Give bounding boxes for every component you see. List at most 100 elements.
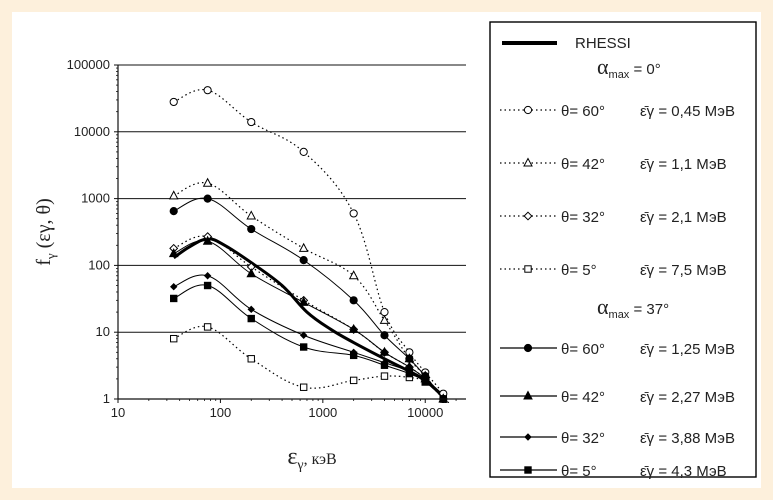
series-1-point-4 <box>349 209 358 218</box>
legend-theta-5: θ= 60° <box>561 341 605 358</box>
series-2-point-1 <box>202 177 213 187</box>
x-axis-label-unit: , кэВ <box>304 451 337 468</box>
series-8-point-6 <box>405 369 414 378</box>
series-5 <box>169 194 448 403</box>
series-8-point-5 <box>380 361 389 369</box>
figure-panel: 1 10 100 1000 10000 100000 10 100 1000 10000 εγ, к… <box>12 12 761 488</box>
legend-marker-6 <box>523 390 533 400</box>
legend-eps-5: ε̄γ = 1,25 МэВ <box>640 341 735 358</box>
y-tick-label-1: 1 <box>103 391 110 406</box>
series-4-point-1 <box>203 323 212 331</box>
legend-eps-3: ε̄γ = 2,1 МэВ <box>640 209 727 226</box>
x-axis-label-symbol: ε <box>287 444 297 470</box>
legend-theta-2: θ= 42° <box>561 156 605 173</box>
series-1-point-0 <box>169 97 178 107</box>
series-1-point-1 <box>203 86 212 95</box>
y-tick-label-100: 100 <box>88 257 110 272</box>
y-tick-label-100000: 100000 <box>67 57 110 72</box>
y-axis-label-f: f <box>33 259 55 266</box>
series-6-point-0 <box>168 248 179 258</box>
series-2-point-2 <box>246 210 257 220</box>
series-5-point-6 <box>405 354 414 363</box>
legend-eps-7: ε̄γ = 3,88 МэВ <box>640 430 735 447</box>
series-5-point-3 <box>299 256 308 265</box>
series-6-point-2 <box>246 268 257 278</box>
plot-area <box>118 64 466 418</box>
series-7 <box>170 272 454 417</box>
series-4-point-9 <box>448 411 454 417</box>
series-4-point-4 <box>349 376 358 385</box>
y-tick-label-10000: 10000 <box>74 124 110 139</box>
legend-theta-3: θ= 32° <box>561 209 605 226</box>
legend-marker-8 <box>524 466 532 474</box>
legend-group-37deg-symbol: α <box>597 294 609 319</box>
y-axis-label-subscript: γ <box>43 253 58 260</box>
series-7-point-0 <box>170 282 178 291</box>
legend-box <box>489 21 757 478</box>
series-4-point-2 <box>247 355 255 363</box>
series-line-7 <box>173 274 447 403</box>
series-3-point-9 <box>448 410 456 418</box>
series-line-1 <box>173 88 450 403</box>
series-8-point-9 <box>448 411 454 417</box>
series-1-point-2 <box>247 117 256 127</box>
series-4-point-5 <box>380 372 389 380</box>
series-line-0 <box>172 237 445 398</box>
series-1 <box>169 86 455 413</box>
series-6 <box>168 235 455 417</box>
series-1-point-9 <box>448 406 455 413</box>
legend-marker-4 <box>524 265 532 273</box>
series-2-point-4 <box>348 270 359 280</box>
legend-eps-4: ε̄γ = 7,5 МэВ <box>640 262 727 279</box>
legend-group-0deg-subscript: max <box>609 69 630 81</box>
x-tick-label-10: 10 <box>111 405 125 420</box>
series-4-point-0 <box>170 334 178 343</box>
series-6-point-3 <box>298 296 309 306</box>
legend-group-0deg-symbol: α <box>597 54 609 79</box>
legend-eps-1: ε̄γ = 0,45 МэВ <box>640 103 735 120</box>
series-4-point-3 <box>299 383 308 391</box>
x-tick-label-1000: 1000 <box>308 405 337 420</box>
series-8-point-7 <box>421 378 429 386</box>
series-5-point-0 <box>169 206 178 216</box>
y-axis-label-args: (εγ, θ) <box>33 198 55 253</box>
legend-marker-5 <box>523 343 533 353</box>
series-7-point-9 <box>448 411 454 417</box>
legend-theta-4: θ= 5° <box>561 262 597 279</box>
series-6-point-9 <box>447 409 455 417</box>
series-7-point-1 <box>203 272 212 280</box>
x-tick-label-10000: 10000 <box>407 405 443 420</box>
legend-group-37deg-subscript: max <box>609 309 630 321</box>
legend-group-37deg-value: = 37° <box>629 301 669 318</box>
series-2-point-3 <box>298 242 309 252</box>
series-5-point-5 <box>380 331 389 340</box>
series-1-point-5 <box>380 307 389 317</box>
legend-marker-3 <box>523 211 533 221</box>
series-8 <box>170 281 454 417</box>
legend-eps-6: ε̄γ = 2,27 МэВ <box>640 389 735 406</box>
series-8-point-3 <box>299 343 308 351</box>
legend-theta-8: θ= 5° <box>561 463 597 480</box>
series-8-point-0 <box>170 294 178 303</box>
series-5-point-1 <box>203 194 212 203</box>
series-line-3 <box>173 235 447 403</box>
legend-group-0deg: αmax = 0° <box>597 54 661 81</box>
legend-eps-2: ε̄γ = 1,1 МэВ <box>640 156 727 173</box>
series-6-point-5 <box>379 346 390 356</box>
series-8-point-1 <box>203 281 212 290</box>
series-0 <box>172 237 445 398</box>
x-axis-label-subscript: γ <box>296 458 303 473</box>
series-7-point-3 <box>299 331 308 339</box>
series-line-8 <box>173 284 447 403</box>
x-axis-label: εγ, кэВ <box>287 444 336 473</box>
legend-rhessi-label: RHESSI <box>575 35 631 52</box>
x-tick-label-100: 100 <box>210 405 232 420</box>
legend-group-0deg-value: = 0° <box>629 61 660 78</box>
series-7-point-2 <box>247 305 255 314</box>
series-2-point-9 <box>447 409 455 417</box>
legend-theta-1: θ= 60° <box>561 103 605 120</box>
y-tick-label-10: 10 <box>96 324 110 339</box>
